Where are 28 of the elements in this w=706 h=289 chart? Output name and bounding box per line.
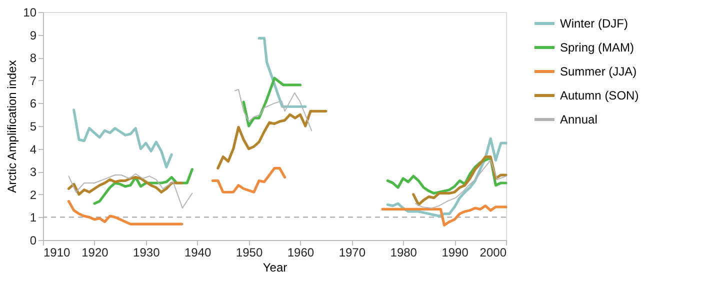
x-tick-label: 1950 <box>236 246 263 260</box>
legend-label: Spring (MAM) <box>560 40 634 54</box>
x-tick-label: 1970 <box>338 246 366 260</box>
legend-label: Autumn (SON) <box>560 88 639 102</box>
y-tick-label: 0 <box>30 234 37 248</box>
legend-label: Winter (DJF) <box>560 16 628 30</box>
x-tick-label: 1960 <box>287 246 314 260</box>
y-tick-label: 6 <box>30 96 37 111</box>
y-tick-label: 4 <box>30 142 37 156</box>
x-tick-label: 1930 <box>133 246 160 260</box>
y-tick-label: 1 <box>30 210 37 225</box>
y-tick-label: 7 <box>30 74 37 88</box>
y-axis-title: Arctic Amplification index <box>5 60 20 193</box>
y-tick-label: 10 <box>23 6 37 20</box>
legend-label: Summer (JJA) <box>560 64 637 78</box>
y-tick-label: 8 <box>30 51 37 66</box>
y-tick-label: 2 <box>30 188 37 202</box>
x-tick-label: 1980 <box>390 246 418 260</box>
x-tick-label: 1920 <box>82 246 109 260</box>
x-axis-title: Year <box>262 260 288 274</box>
x-tick-label: 2000 <box>480 246 507 260</box>
y-tick-label: 9 <box>30 28 37 42</box>
y-tick-label: 3 <box>30 165 37 180</box>
x-tick-label: 1910 <box>44 246 71 260</box>
legend-label: Annual <box>560 112 598 126</box>
y-tick-label: 5 <box>30 120 37 134</box>
x-tick-label: 1940 <box>184 246 212 260</box>
x-tick-label: 1990 <box>442 246 469 260</box>
